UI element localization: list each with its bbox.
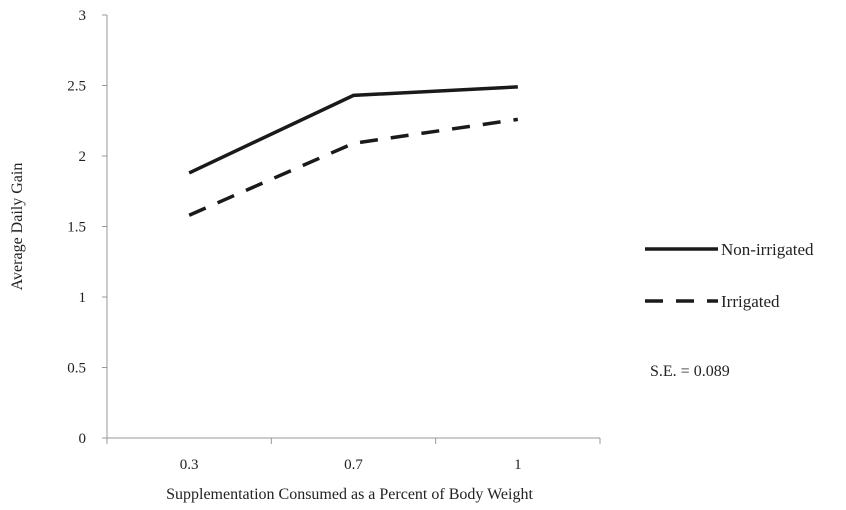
x-ticks: 0.3 0.7 1 [106,438,601,473]
x-tick-label: 0.3 [180,457,199,473]
y-ticks: 0 0.5 1 1.5 2 2.5 3 [67,8,107,447]
x-axis-title: Supplementation Consumed as a Percent of… [166,486,533,503]
axes [106,15,600,439]
x-tick-label: 0.7 [344,457,363,473]
legend-label: Irrigated [721,292,780,311]
y-tick-label: 2.5 [67,79,86,95]
series-layer [188,85,519,217]
series-line-irrigated [188,117,519,217]
y-tick-label: 2 [79,149,87,165]
series-line-non-irrigated [188,85,518,175]
y-axis-title: Average Daily Gain [9,163,26,291]
y-tick-label: 3 [79,8,87,24]
y-tick-label: 0 [79,431,87,447]
legend: Non-irrigated Irrigated [645,240,814,311]
y-tick-label: 0.5 [67,361,86,377]
standard-error-note: S.E. = 0.089 [650,363,730,380]
legend-label: Non-irrigated [721,240,814,259]
y-tick-label: 1 [79,290,87,306]
y-tick-label: 1.5 [67,220,86,236]
x-tick-label: 1 [514,457,522,473]
